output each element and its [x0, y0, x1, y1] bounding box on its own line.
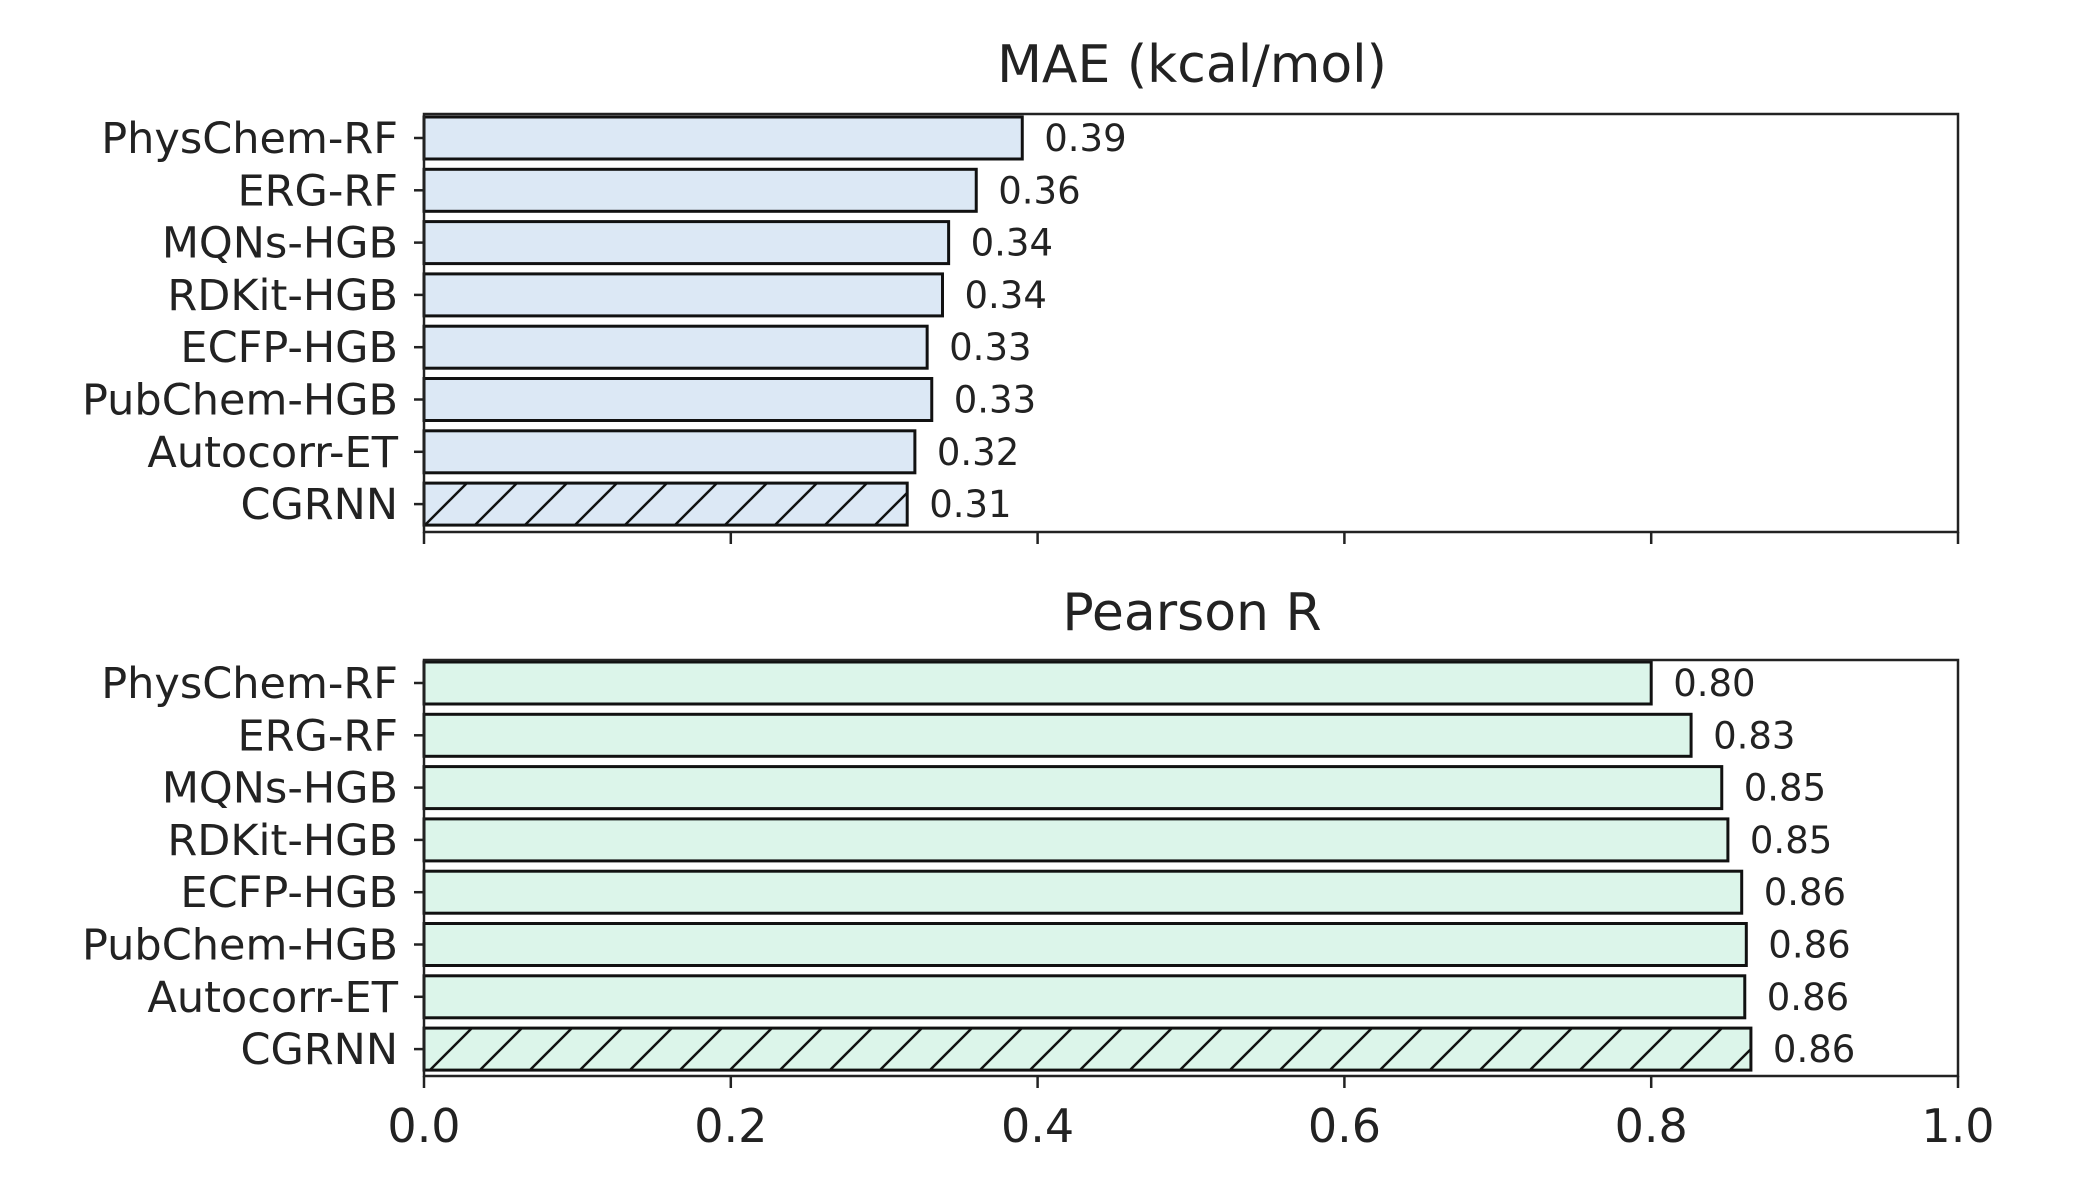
axes: PhysChem-RFERG-RFMQNs-HGBRDKit-HGBECFP-H… [82, 114, 1960, 544]
bar-group: 0.39 0.36 0.34 0.34 0.33 0.33 0.32 0.31 [422, 115, 1127, 527]
bar [422, 429, 917, 475]
bar [422, 115, 1024, 161]
data-label: 0.31 [929, 483, 1011, 526]
y-tick-label: CGRNN [240, 480, 398, 530]
data-label: 0.85 [1744, 767, 1826, 810]
data-label: 0.33 [954, 379, 1036, 422]
x-tick-label: 0.0 [387, 1099, 460, 1153]
y-tick-label: MQNs-HGB [162, 764, 398, 814]
panel-pearson: Pearson R 0.800.830.850.850.860.860.860.… [82, 583, 1995, 1153]
y-tick-label: RDKit-HGB [167, 816, 398, 866]
data-label: 0.86 [1768, 924, 1850, 967]
bar [422, 272, 944, 318]
panel-title: Pearson R [1062, 583, 1321, 643]
bar [422, 974, 1747, 1020]
data-label: 0.34 [964, 274, 1046, 317]
plot-frame [422, 112, 1960, 534]
panel-title: MAE (kcal/mol) [997, 35, 1387, 95]
data-label: 0.85 [1750, 819, 1832, 862]
data-label: 0.80 [1673, 662, 1755, 705]
data-label: 0.36 [998, 169, 1080, 212]
data-label: 0.86 [1767, 976, 1849, 1019]
data-label: 0.86 [1764, 871, 1846, 914]
bar [422, 660, 1653, 706]
data-label: 0.32 [937, 431, 1019, 474]
bar [422, 377, 934, 422]
y-tick-label: PhysChem-RF [101, 114, 398, 164]
bar [422, 869, 1744, 915]
y-tick-label: RDKit-HGB [167, 271, 398, 321]
x-tick-label: 0.6 [1308, 1099, 1381, 1153]
data-label: 0.34 [971, 222, 1053, 265]
bar [422, 765, 1724, 811]
panel-mae: MAE (kcal/mol) 0.390.360.340.340.330.330… [82, 35, 1960, 544]
bar [422, 922, 1748, 967]
bar [422, 712, 1693, 758]
bar [422, 817, 1730, 863]
y-tick-label: ERG-RF [238, 166, 399, 216]
bar [422, 324, 929, 370]
data-label: 0.86 [1773, 1028, 1855, 1071]
data-label: 0.39 [1044, 117, 1126, 160]
x-tick-label: 0.8 [1615, 1099, 1688, 1153]
y-tick-label: Autocorr-ET [147, 973, 398, 1023]
bar [422, 220, 951, 266]
y-tick-label: ECFP-HGB [180, 323, 398, 373]
bar-hatch [424, 483, 908, 526]
bar [422, 167, 978, 213]
axes: PhysChem-RFERG-RFMQNs-HGBRDKit-HGBECFP-H… [82, 659, 1995, 1153]
x-tick-label: 0.2 [694, 1099, 767, 1153]
y-tick-label: MQNs-HGB [162, 219, 398, 269]
data-label: 0.33 [949, 326, 1031, 369]
x-tick-label: 0.4 [1001, 1099, 1074, 1153]
y-tick-label: ECFP-HGB [180, 868, 398, 918]
x-tick-label: 1.0 [1921, 1099, 1994, 1153]
bar-group: 0.80 0.83 0.85 0.85 0.86 0.86 0.86 0.86 [422, 660, 1855, 1072]
y-tick-label: PhysChem-RF [101, 659, 398, 709]
bar-hatch [424, 1028, 1751, 1071]
y-tick-label: Autocorr-ET [147, 428, 398, 478]
y-tick-label: CGRNN [240, 1025, 398, 1075]
y-tick-label: ERG-RF [238, 711, 399, 761]
data-label: 0.83 [1713, 714, 1795, 757]
plot-frame [422, 658, 1960, 1078]
y-tick-label: PubChem-HGB [82, 376, 398, 426]
y-tick-label: PubChem-HGB [82, 921, 398, 971]
